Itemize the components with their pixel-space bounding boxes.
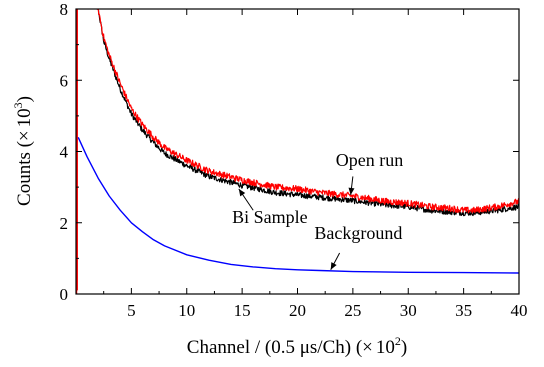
series-open-run — [96, 9, 519, 214]
series-open-run-spike — [76, 9, 78, 294]
y-tick-label: 8 — [60, 0, 69, 19]
tick-layer: 5 10 15 20 25 30 35 40 0 2 4 6 8 — [60, 0, 528, 320]
plot-frame — [75, 8, 520, 295]
x-axis-title: Channel / (0.5 μs/Ch) (× 102) — [187, 334, 407, 358]
y-tick-label: 0 — [60, 285, 69, 304]
series-bi-sample — [97, 9, 519, 217]
x-tick-label: 15 — [234, 301, 251, 320]
annotation-bi-sample: Bi Sample — [232, 207, 308, 227]
x-tick-label: 25 — [344, 301, 361, 320]
y-axis-title: Counts (×103) — [11, 96, 35, 206]
series-background — [77, 137, 519, 274]
x-tick-label: 5 — [127, 301, 136, 320]
annotation-background: Background — [314, 223, 402, 243]
annotation-open-run: Open run — [336, 150, 403, 170]
annotation-layer: Open run Bi Sample Background — [232, 150, 403, 271]
y-tick-label: 4 — [60, 143, 69, 162]
x-tick-label: 10 — [178, 301, 195, 320]
x-tick-label: 35 — [455, 301, 472, 320]
x-tick-label: 20 — [289, 301, 306, 320]
y-tick-label: 2 — [60, 214, 69, 233]
x-tick-label: 40 — [511, 301, 528, 320]
annotation-arrowhead — [348, 187, 355, 195]
series-layer — [76, 9, 519, 294]
annotation-arrowhead — [330, 262, 337, 270]
y-tick-label: 6 — [60, 71, 69, 90]
annotation-arrowhead — [238, 188, 246, 197]
x-tick-label: 30 — [400, 301, 417, 320]
